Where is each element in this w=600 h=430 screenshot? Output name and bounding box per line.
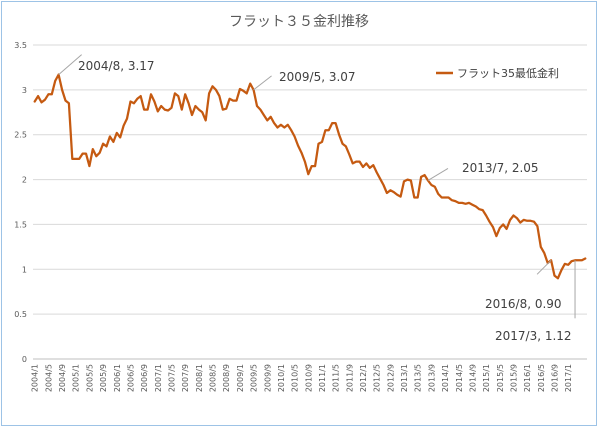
annotation-leader <box>58 54 82 75</box>
x-tick-label: 2015/1 <box>482 364 491 392</box>
x-tick-label: 2005/5 <box>85 364 94 392</box>
x-tick-label: 2009/1 <box>236 364 245 392</box>
x-tick-label: 2007/9 <box>181 364 190 392</box>
annotation-leader <box>427 168 449 181</box>
series-layer <box>33 73 587 280</box>
annotation-label: 2004/8, 3.17 <box>78 59 155 73</box>
y-tick-label: 3 <box>22 86 27 95</box>
x-tick-label: 2009/9 <box>263 364 272 392</box>
y-tick-label: 1 <box>22 265 27 274</box>
x-tick-label: 2013/9 <box>427 364 436 392</box>
series-line <box>33 73 587 280</box>
y-axis-ticks: 0 0.5 1 1.5 2 2.5 3 3.5 <box>14 41 27 364</box>
x-tick-label: 2010/1 <box>277 364 286 392</box>
x-tick-label: 2011/9 <box>345 364 354 392</box>
x-tick-label: 2014/1 <box>441 364 450 392</box>
x-tick-label: 2014/5 <box>455 364 464 392</box>
legend-label: フラット35最低金利 <box>457 66 559 80</box>
y-tick-label: 1.5 <box>14 220 27 229</box>
x-tick-label: 2012/1 <box>359 364 368 392</box>
y-tick-label: 2.5 <box>14 131 27 140</box>
x-tick-label: 2004/1 <box>31 364 40 392</box>
x-tick-label: 2005/1 <box>72 364 81 392</box>
x-tick-label: 2010/9 <box>304 364 313 392</box>
x-tick-label: 2015/5 <box>496 364 505 392</box>
x-tick-label: 2004/5 <box>44 364 53 392</box>
annotation-label: 2009/5, 3.07 <box>279 70 356 84</box>
x-tick-label: 2012/9 <box>386 364 395 392</box>
x-tick-label: 2008/1 <box>195 364 204 392</box>
x-tick-label: 2016/5 <box>537 364 546 392</box>
x-tick-label: 2013/1 <box>400 364 409 392</box>
annotation-label: 2016/8, 0.90 <box>485 297 562 311</box>
x-tick-label: 2012/5 <box>373 364 382 392</box>
x-tick-label: 2008/9 <box>222 364 231 392</box>
x-tick-label: 2007/5 <box>168 364 177 392</box>
x-tick-label: 2008/5 <box>209 364 218 392</box>
x-tick-label: 2017/1 <box>564 364 573 392</box>
annotation-leader <box>253 75 272 91</box>
x-tick-label: 2013/5 <box>414 364 423 392</box>
line-chart: フラット３５金利推移 0 0.5 1 1.5 2 2.5 3 3.5 2004/1 2004/5… <box>14 14 587 392</box>
annotation-leader <box>536 259 552 275</box>
x-axis-ticks: 2004/1 2004/5 2004/9 2005/1 2005/5 2005/9 2006… <box>31 364 573 392</box>
y-tick-label: 2 <box>22 176 27 185</box>
y-tick-label: 0.5 <box>14 310 27 319</box>
x-tick-label: 2016/1 <box>523 364 532 392</box>
x-tick-label: 2004/9 <box>58 364 67 392</box>
legend: フラット35最低金利 <box>436 66 559 80</box>
chart-title: フラット３５金利推移 <box>229 14 369 30</box>
annotations-layer: 2004/8, 3.17 2009/5, 3.07 2013/7, 2.05 2016… <box>58 54 576 343</box>
x-tick-label: 2011/5 <box>332 364 341 392</box>
x-tick-label: 2014/9 <box>468 364 477 392</box>
y-tick-label: 0 <box>22 355 27 364</box>
x-tick-label: 2006/5 <box>126 364 135 392</box>
x-tick-label: 2005/9 <box>99 364 108 392</box>
x-tick-label: 2009/5 <box>250 364 259 392</box>
x-tick-label: 2007/1 <box>154 364 163 392</box>
x-tick-label: 2010/5 <box>291 364 300 392</box>
annotation-label: 2013/7, 2.05 <box>462 161 539 175</box>
x-tick-label: 2006/1 <box>113 364 122 392</box>
x-tick-label: 2011/1 <box>318 364 327 392</box>
y-tick-label: 3.5 <box>14 41 27 50</box>
gridlines <box>33 44 587 360</box>
x-tick-label: 2016/9 <box>551 364 560 392</box>
annotation-label: 2017/3, 1.12 <box>495 329 572 343</box>
x-tick-label: 2015/9 <box>509 364 518 392</box>
x-tick-label: 2006/9 <box>140 364 149 392</box>
